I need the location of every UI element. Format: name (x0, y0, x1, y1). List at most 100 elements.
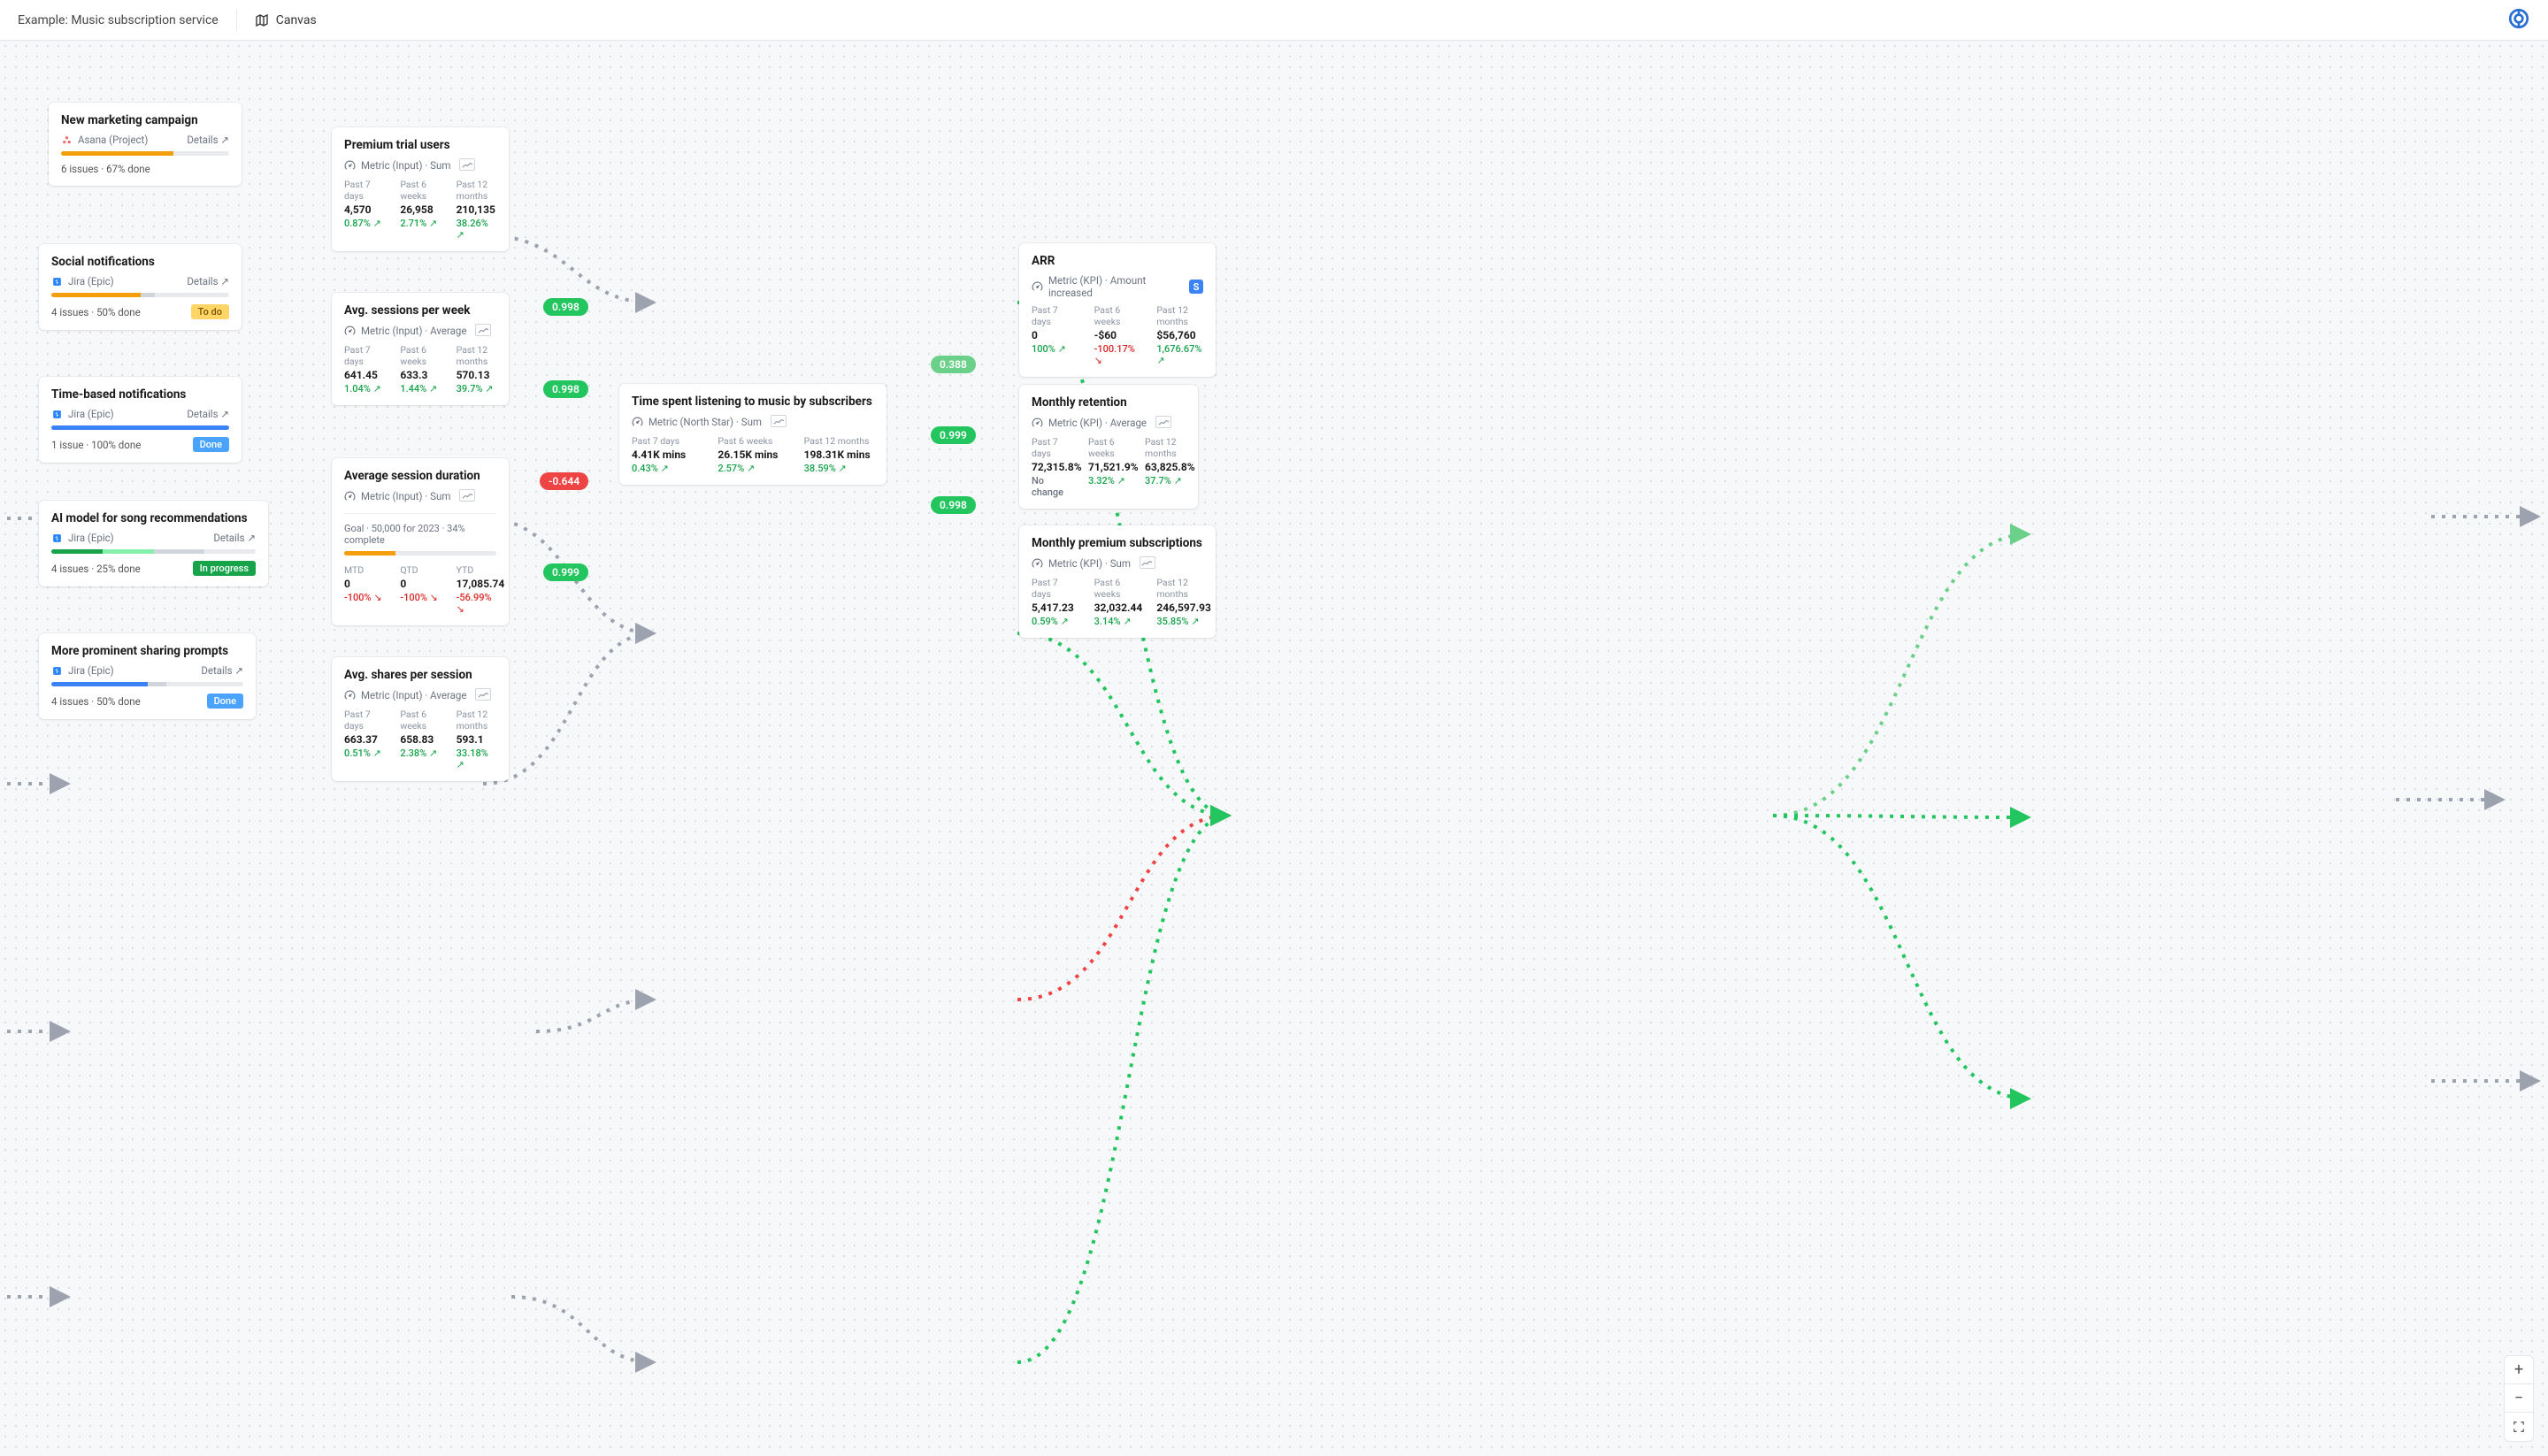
metric-card-retention[interactable]: Monthly retention Metric (KPI) · Average… (1019, 385, 1198, 509)
metric-period: Past 12 months (1156, 577, 1203, 600)
card-title: Premium trial users (344, 138, 496, 152)
metric-card-subscriptions[interactable]: Monthly premium subscriptions Metric (KP… (1019, 525, 1216, 638)
metric-column: Past 6 weeks 32,032.44 3.14% ↗ (1094, 577, 1141, 627)
metric-period: Past 7 days (344, 179, 384, 202)
metric-value: 26.15K mins (718, 448, 787, 461)
metric-card-premium_trial[interactable]: Premium trial users Metric (Input) · Sum… (332, 127, 509, 251)
project-card-social[interactable]: Social notifications Jira (Epic) Details… (39, 244, 242, 330)
metrics-row: Past 7 days 0 100% ↗ Past 6 weeks -$60 -… (1032, 304, 1203, 366)
fullscreen-button[interactable] (2505, 1413, 2533, 1441)
card-title: Average session duration (344, 469, 496, 483)
card-footer: 1 issue · 100% doneDone (51, 437, 229, 452)
metric-delta: 0.51% ↗ (344, 747, 384, 759)
metric-value: 71,521.9% (1088, 461, 1129, 473)
sparkline-icon (459, 489, 475, 504)
app-header: Example: Music subscription service Canv… (0, 0, 2548, 41)
metric-value: 0 (1032, 329, 1078, 341)
metric-type: Metric (Input) · Average (361, 689, 466, 701)
source-icon (51, 409, 63, 420)
metric-column: Past 7 days 4,570 0.87% ↗ (344, 179, 384, 241)
metric-period: Past 6 weeks (400, 344, 440, 367)
metric-delta: 2.71% ↗ (400, 218, 440, 229)
metric-delta: 0.59% ↗ (1032, 616, 1078, 627)
metric-delta: -100% ↘ (344, 592, 384, 603)
zoom-out-button[interactable]: − (2505, 1384, 2533, 1413)
metric-card-arr[interactable]: ARR Metric (KPI) · Amount increased S Pa… (1019, 243, 1216, 377)
metric-value: 663.37 (344, 733, 384, 746)
sparkline-icon (771, 415, 787, 430)
card-meta: Metric (North Star) · Sum (632, 415, 874, 430)
metric-value: 5,417.23 (1032, 602, 1078, 614)
metrics-row: Past 7 days 663.37 0.51% ↗ Past 6 weeks … (344, 709, 496, 770)
status-badge: Done (207, 694, 243, 709)
details-link[interactable]: Details ↗ (201, 664, 243, 677)
metric-value: 72,315.8% (1032, 461, 1072, 473)
edge-weight-label: 0.998 (543, 298, 588, 316)
metric-column: QTD 0 -100% ↘ (400, 564, 440, 615)
card-meta: Jira (Epic) Details ↗ (51, 408, 229, 420)
card-title: Time spent listening to music by subscri… (632, 395, 874, 409)
metric-value: 32,032.44 (1094, 602, 1141, 614)
tab-canvas[interactable]: Canvas (255, 13, 317, 27)
metric-value: $56,760 (1156, 329, 1203, 341)
source-label: Jira (Epic) (68, 532, 114, 544)
edge-weight-label: 0.388 (931, 356, 976, 373)
project-card-marketing[interactable]: New marketing campaign Asana (Project) D… (49, 103, 242, 186)
card-meta: Metric (Input) · Average (344, 324, 496, 339)
metric-delta: -100% ↘ (400, 592, 440, 603)
metric-value: 26,958 (400, 203, 440, 216)
edge-weight-label: 0.998 (543, 380, 588, 398)
progress-bar (51, 682, 243, 686)
card-title: ARR (1032, 254, 1203, 268)
card-title: Social notifications (51, 255, 229, 269)
metrics-row: Past 7 days 4,570 0.87% ↗ Past 6 weeks 2… (344, 179, 496, 241)
source-icon (61, 134, 73, 146)
metric-delta: 37.7% ↗ (1145, 475, 1186, 487)
project-card-sharing[interactable]: More prominent sharing prompts Jira (Epi… (39, 633, 256, 719)
details-link[interactable]: Details ↗ (187, 408, 229, 420)
source-icon (51, 276, 63, 287)
metric-card-sessions_week[interactable]: Avg. sessions per week Metric (Input) · … (332, 293, 509, 405)
metric-period: Past 6 weeks (718, 435, 787, 447)
card-meta: Jira (Epic) Details ↗ (51, 532, 256, 544)
metric-delta: 2.57% ↗ (718, 463, 787, 474)
sparkline-icon (475, 324, 491, 339)
canvas-area[interactable]: New marketing campaign Asana (Project) D… (0, 41, 2548, 1456)
metric-type: Metric (Input) · Sum (361, 159, 450, 172)
metric-value: 641.45 (344, 369, 384, 381)
card-meta: Metric (KPI) · Sum (1032, 556, 1203, 571)
metric-column: Past 6 weeks 71,521.9% 3.32% ↗ (1088, 436, 1129, 498)
metric-card-session_dur[interactable]: Average session duration Metric (Input) … (332, 458, 509, 625)
metric-value: 198.31K mins (804, 448, 874, 461)
project-card-ai_model[interactable]: AI model for song recommendations Jira (… (39, 501, 268, 586)
metric-period: Past 6 weeks (400, 709, 440, 732)
metric-card-time_spent[interactable]: Time spent listening to music by subscri… (619, 384, 886, 485)
metric-period: MTD (344, 564, 384, 576)
sparkline-icon: S (1189, 280, 1203, 294)
metric-column: Past 12 months 570.13 39.7% ↗ (457, 344, 496, 395)
divider (236, 10, 237, 31)
zoom-in-button[interactable]: + (2505, 1356, 2533, 1384)
metric-delta: -56.99% ↘ (457, 592, 496, 615)
metric-card-shares[interactable]: Avg. shares per session Metric (Input) ·… (332, 657, 509, 781)
details-link[interactable]: Details ↗ (187, 134, 229, 146)
metric-value: 633.3 (400, 369, 440, 381)
stripe-icon: S (1189, 280, 1203, 294)
metric-column: Past 6 weeks 633.3 1.44% ↗ (400, 344, 440, 395)
metrics-row: MTD 0 -100% ↘ QTD 0 -100% ↘ YTD 17,085.7… (344, 564, 496, 615)
app-logo[interactable] (2507, 7, 2530, 34)
metric-period: Past 6 weeks (1088, 436, 1129, 459)
details-link[interactable]: Details ↗ (213, 532, 256, 544)
metric-type: Metric (Input) · Sum (361, 490, 450, 502)
goal-progress (344, 551, 496, 556)
metric-delta: 2.38% ↗ (400, 747, 440, 759)
metrics-row: Past 7 days 641.45 1.04% ↗ Past 6 weeks … (344, 344, 496, 395)
details-link[interactable]: Details ↗ (187, 275, 229, 287)
progress-bar (61, 151, 229, 156)
metric-period: Past 7 days (1032, 577, 1078, 600)
source-icon (51, 533, 63, 544)
metric-delta: -100.17% ↘ (1094, 343, 1141, 366)
project-card-time_notif[interactable]: Time-based notifications Jira (Epic) Det… (39, 377, 242, 463)
sparkline-icon (1155, 416, 1171, 431)
edge-weight-label: 0.999 (543, 563, 588, 581)
